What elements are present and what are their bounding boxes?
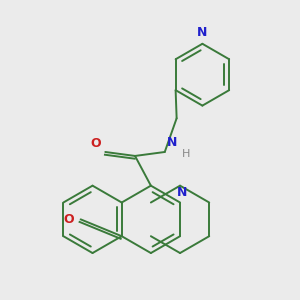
Text: H: H [182,149,190,159]
Text: N: N [197,26,208,39]
Text: N: N [177,186,187,199]
Text: O: O [90,137,101,150]
Text: N: N [167,136,177,149]
Text: O: O [63,213,74,226]
